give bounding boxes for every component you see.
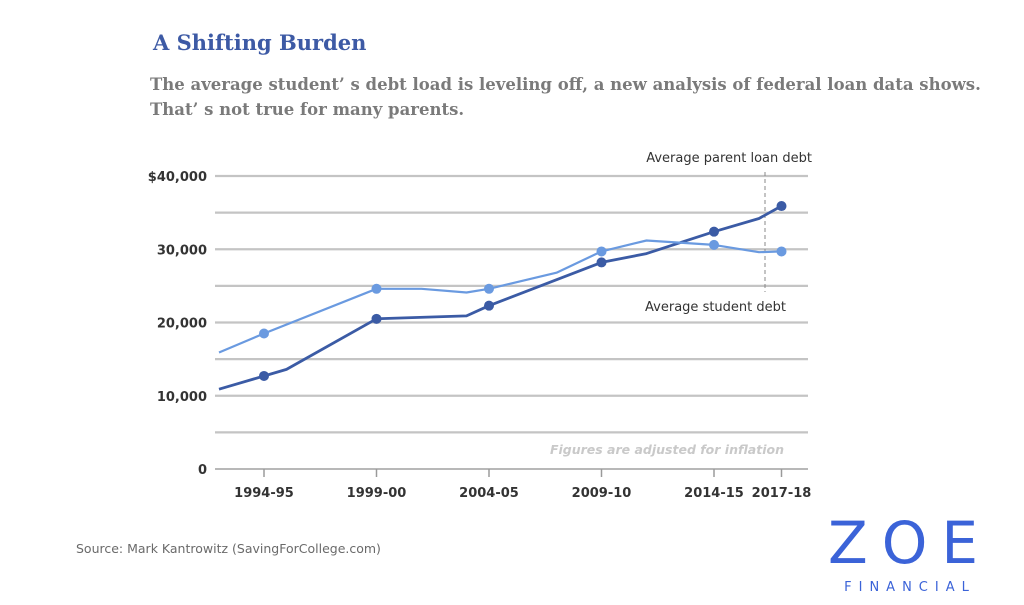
parent-loan-debt-point <box>484 300 494 311</box>
y-tick-label: $40,000 <box>148 170 207 185</box>
student-debt-point <box>709 239 719 250</box>
x-tick-label: 2014-15 <box>684 486 744 501</box>
series-label-parent: Average parent loan debt <box>646 151 812 166</box>
x-tick-label: 2009-10 <box>572 486 632 501</box>
series-label-student: Average student debt <box>645 300 786 315</box>
parent-loan-debt-point <box>371 313 382 324</box>
x-tick-label: 2017-18 <box>752 486 812 501</box>
y-tick-label: 20,000 <box>157 317 207 332</box>
chart-title: A Shifting Burden <box>153 30 367 55</box>
parent-loan-debt-point <box>259 370 269 381</box>
x-tick-label: 1994-95 <box>234 486 294 501</box>
x-tick-label: 1999-00 <box>347 486 407 501</box>
logo-wordmark: ZOE <box>827 509 993 577</box>
student-debt-point <box>484 283 494 294</box>
source-note: Source: Mark Kantrowitz (SavingForColleg… <box>76 541 381 556</box>
chart-subtitle: The average student’ s debt load is leve… <box>150 72 990 122</box>
student-debt-point <box>259 328 269 339</box>
y-tick-label: 0 <box>198 463 207 478</box>
parent-loan-debt-point <box>776 201 787 212</box>
parent-loan-debt-point <box>596 257 607 268</box>
student-debt-point <box>596 246 607 257</box>
parent-loan-debt-point <box>709 226 719 237</box>
student-debt-point <box>371 283 382 294</box>
y-tick-label: 10,000 <box>157 390 207 405</box>
parent-loan-debt-line <box>218 204 783 391</box>
student-debt-point <box>776 246 787 257</box>
x-tick-label: 2004-05 <box>459 486 519 501</box>
inflation-note: Figures are adjusted for inflation <box>550 442 784 457</box>
student-debt-line <box>218 239 782 354</box>
subtitle-line-2: That’ s not true for many parents. <box>150 100 465 119</box>
logo-tagline: FINANCIAL <box>844 580 976 595</box>
brand-logo: ZOE FINANCIAL <box>820 512 1000 595</box>
y-tick-label: 30,000 <box>157 243 207 258</box>
subtitle-line-1: The average student’ s debt load is leve… <box>150 75 981 94</box>
